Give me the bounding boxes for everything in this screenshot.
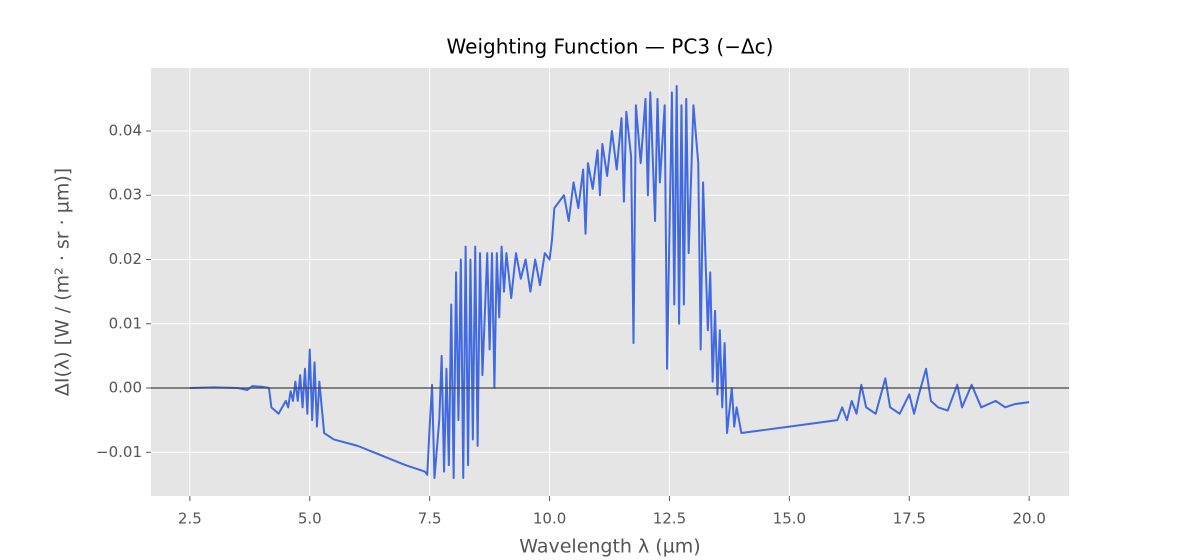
y-tick-label: 0.02 xyxy=(109,250,142,268)
x-tick-label: 17.5 xyxy=(893,510,926,528)
x-tick-label: 2.5 xyxy=(178,510,202,528)
x-tick-label: 20.0 xyxy=(1012,510,1045,528)
y-tick-label: 0.01 xyxy=(109,314,142,332)
y-tick-label: 0.04 xyxy=(109,121,142,139)
y-tick-label: 0.00 xyxy=(109,379,142,397)
x-tick-label: 15.0 xyxy=(773,510,806,528)
y-tick-label: 0.03 xyxy=(109,186,142,204)
y-tick-label: −0.01 xyxy=(96,443,142,461)
chart-title: Weighting Function — PC3 (−Δc) xyxy=(447,35,774,59)
x-tick-label: 12.5 xyxy=(653,510,686,528)
x-tick-label: 7.5 xyxy=(418,510,442,528)
x-axis-label: Wavelength λ (µm) xyxy=(519,536,700,558)
x-tick-label: 5.0 xyxy=(298,510,322,528)
y-axis-label: ΔI(λ) [W / (m² · sr · µm)] xyxy=(52,168,74,396)
data-line xyxy=(189,84,1030,480)
x-tick-label: 10.0 xyxy=(533,510,566,528)
plot-area xyxy=(151,68,1069,496)
